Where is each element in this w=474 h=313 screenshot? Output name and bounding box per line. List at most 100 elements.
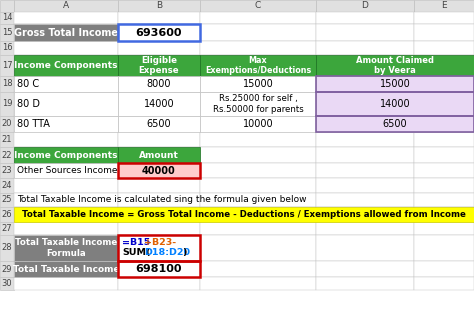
Bar: [14, 55, 118, 76]
Text: +B23-: +B23-: [144, 238, 176, 247]
Bar: [118, 92, 200, 116]
Bar: [316, 261, 414, 277]
Bar: [316, 92, 414, 116]
Bar: [414, 24, 474, 41]
Text: D18:D20: D18:D20: [144, 248, 190, 257]
Bar: [414, 178, 474, 193]
Bar: [0, 41, 14, 55]
Text: 40000: 40000: [142, 166, 176, 176]
Bar: [14, 235, 118, 261]
Bar: [316, 76, 414, 92]
Bar: [14, 92, 118, 116]
Bar: [118, 0, 200, 12]
Text: D: D: [362, 2, 368, 11]
Bar: [316, 24, 414, 41]
Bar: [118, 261, 200, 277]
Text: C: C: [255, 2, 261, 11]
Bar: [14, 235, 118, 261]
Bar: [14, 55, 118, 76]
Bar: [118, 116, 200, 132]
Bar: [14, 24, 118, 41]
Bar: [118, 235, 200, 261]
Text: 80 TTA: 80 TTA: [17, 119, 50, 129]
Bar: [0, 24, 14, 41]
Bar: [14, 261, 118, 277]
Bar: [316, 0, 414, 12]
Bar: [414, 116, 474, 132]
Bar: [0, 178, 14, 193]
Text: 27: 27: [2, 224, 12, 233]
Bar: [316, 92, 474, 116]
Text: 80 D: 80 D: [17, 99, 40, 109]
Bar: [316, 207, 414, 222]
Text: 80 C: 80 C: [17, 79, 39, 89]
Text: 23: 23: [2, 166, 12, 175]
Text: 15000: 15000: [243, 79, 273, 89]
Bar: [14, 207, 474, 222]
Bar: [316, 116, 474, 132]
Bar: [118, 55, 200, 76]
Text: Max
Exemptions/Deductions: Max Exemptions/Deductions: [205, 56, 311, 75]
Text: 698100: 698100: [136, 264, 182, 274]
Bar: [0, 76, 14, 92]
Bar: [316, 277, 414, 290]
Bar: [118, 41, 200, 55]
Text: 15000: 15000: [380, 79, 410, 89]
Bar: [414, 147, 474, 163]
Bar: [14, 116, 118, 132]
Bar: [0, 12, 14, 24]
Bar: [414, 207, 474, 222]
Bar: [14, 261, 118, 277]
Bar: [316, 178, 414, 193]
Bar: [14, 24, 118, 41]
Bar: [0, 116, 14, 132]
Bar: [200, 41, 316, 55]
Text: 24: 24: [2, 181, 12, 190]
Bar: [0, 207, 14, 222]
Text: Gross Total Income: Gross Total Income: [14, 28, 118, 38]
Text: 30: 30: [2, 279, 12, 288]
Text: 18: 18: [2, 80, 12, 89]
Text: 10000: 10000: [243, 119, 273, 129]
Bar: [200, 193, 316, 207]
Bar: [200, 0, 316, 12]
Text: Total Taxable Income
Formula: Total Taxable Income Formula: [15, 238, 117, 258]
Bar: [14, 12, 118, 24]
Bar: [200, 24, 316, 41]
Bar: [118, 92, 200, 116]
Text: 6500: 6500: [383, 119, 407, 129]
Text: Total Taxable Income = Gross Total Income - Deductions / Exemptions allowed from: Total Taxable Income = Gross Total Incom…: [22, 210, 466, 219]
Bar: [14, 116, 118, 132]
Bar: [118, 163, 200, 178]
Bar: [316, 147, 414, 163]
Bar: [200, 116, 316, 132]
Bar: [118, 261, 200, 277]
Text: 14000: 14000: [380, 99, 410, 109]
Bar: [118, 235, 200, 261]
Bar: [200, 92, 316, 116]
Bar: [316, 163, 414, 178]
Bar: [414, 261, 474, 277]
Bar: [14, 163, 118, 178]
Text: 8000: 8000: [147, 79, 171, 89]
Bar: [118, 261, 200, 277]
Text: Income Components: Income Components: [14, 61, 118, 70]
Bar: [200, 55, 316, 76]
Bar: [200, 76, 316, 92]
Bar: [200, 55, 316, 76]
Bar: [118, 222, 200, 235]
Text: 693600: 693600: [136, 28, 182, 38]
Text: 22: 22: [2, 151, 12, 160]
Bar: [0, 277, 14, 290]
Text: SUM(: SUM(: [122, 248, 151, 257]
Text: 20: 20: [2, 120, 12, 129]
Bar: [118, 163, 200, 178]
Bar: [118, 207, 200, 222]
Bar: [200, 116, 316, 132]
Bar: [200, 178, 316, 193]
Bar: [118, 147, 200, 163]
Bar: [316, 116, 414, 132]
Bar: [316, 55, 414, 76]
Bar: [316, 193, 414, 207]
Text: 17: 17: [2, 61, 12, 70]
